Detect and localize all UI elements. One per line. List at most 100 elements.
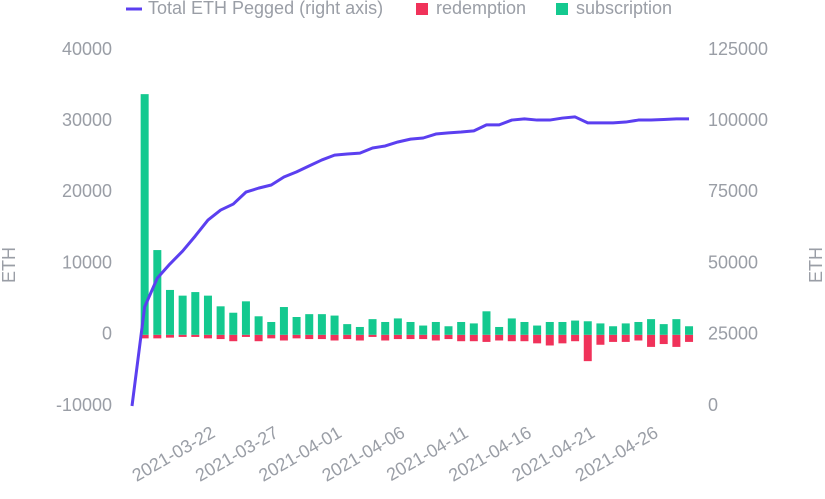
bar — [343, 324, 352, 335]
bar — [482, 311, 491, 335]
bar — [520, 334, 529, 342]
bar — [355, 334, 364, 341]
bar — [165, 289, 174, 335]
line — [130, 115, 690, 407]
bar — [292, 317, 301, 335]
bar — [659, 324, 668, 335]
bar — [419, 325, 428, 335]
bar — [406, 334, 415, 340]
bar — [229, 334, 238, 342]
bar — [507, 334, 516, 342]
y-tick-label: -10000 — [56, 395, 112, 415]
bar — [317, 314, 326, 335]
bar — [267, 321, 276, 335]
bar — [279, 334, 288, 341]
bar — [685, 326, 694, 335]
bar — [191, 292, 200, 335]
bar — [444, 326, 453, 335]
bar — [140, 94, 149, 335]
bar — [533, 334, 542, 344]
bar — [583, 321, 592, 335]
bar — [305, 314, 314, 335]
bar — [254, 316, 263, 335]
bar — [621, 323, 630, 335]
y-tick-label: 0 — [102, 324, 112, 344]
bar — [469, 334, 478, 342]
bar — [178, 295, 187, 335]
legend-label: Total ETH Pegged (right axis) — [148, 0, 383, 18]
y2-tick-label: 50000 — [708, 252, 758, 272]
bar — [672, 319, 681, 335]
y-tick-label: 40000 — [62, 39, 112, 59]
bar — [153, 250, 162, 335]
bar — [520, 321, 529, 335]
bar — [241, 334, 250, 337]
bar — [431, 321, 440, 335]
y2-tick-label: 0 — [708, 395, 718, 415]
bar — [596, 323, 605, 335]
legend-swatch — [556, 3, 568, 15]
bar — [609, 334, 618, 342]
bar — [583, 334, 592, 362]
bar — [203, 334, 212, 339]
y2-tick-label: 75000 — [708, 181, 758, 201]
y-tick-label: 20000 — [62, 181, 112, 201]
bar — [178, 334, 187, 337]
y2-tick-label: 100000 — [708, 110, 768, 130]
bar — [381, 334, 390, 341]
bar — [279, 307, 288, 335]
bar — [381, 321, 390, 335]
bar — [305, 334, 314, 340]
legend-label: subscription — [576, 0, 672, 18]
bar — [609, 326, 618, 335]
bar — [507, 318, 516, 335]
bar — [495, 334, 504, 341]
bar — [165, 334, 174, 338]
bar — [685, 334, 694, 342]
bar — [393, 318, 402, 335]
bar — [267, 334, 276, 339]
bar — [545, 321, 554, 335]
bar — [153, 334, 162, 339]
bar — [469, 323, 478, 335]
bar — [647, 334, 656, 347]
bar — [229, 312, 238, 335]
bar — [254, 334, 263, 342]
bar — [571, 320, 580, 335]
bar — [457, 334, 466, 342]
bar — [419, 334, 428, 340]
bar — [406, 321, 415, 335]
bar — [558, 334, 567, 344]
bar — [216, 334, 225, 340]
bar — [317, 334, 326, 340]
y2-axis-label: ETH — [806, 247, 825, 283]
bar — [558, 321, 567, 335]
y2-tick-label: 25000 — [708, 324, 758, 344]
bar — [330, 334, 339, 341]
bar — [203, 295, 212, 335]
bar — [596, 334, 605, 345]
bar — [368, 334, 377, 337]
bar — [191, 334, 200, 337]
bar — [571, 334, 580, 342]
bar — [621, 334, 630, 342]
legend-swatch — [416, 3, 428, 15]
bar — [393, 334, 402, 340]
bar — [634, 334, 643, 341]
bar — [431, 334, 440, 341]
y-tick-label: 10000 — [62, 252, 112, 272]
y-axis-label: ETH — [0, 247, 19, 283]
bar — [355, 326, 364, 335]
y-tick-label: 30000 — [62, 110, 112, 130]
bar — [672, 334, 681, 347]
legend-label: redemption — [436, 0, 526, 18]
bar — [634, 321, 643, 335]
bar — [545, 334, 554, 346]
bar — [647, 319, 656, 335]
bar — [292, 334, 301, 339]
bar — [330, 315, 339, 335]
bar — [444, 334, 453, 340]
bar — [533, 325, 542, 335]
bar — [216, 306, 225, 335]
